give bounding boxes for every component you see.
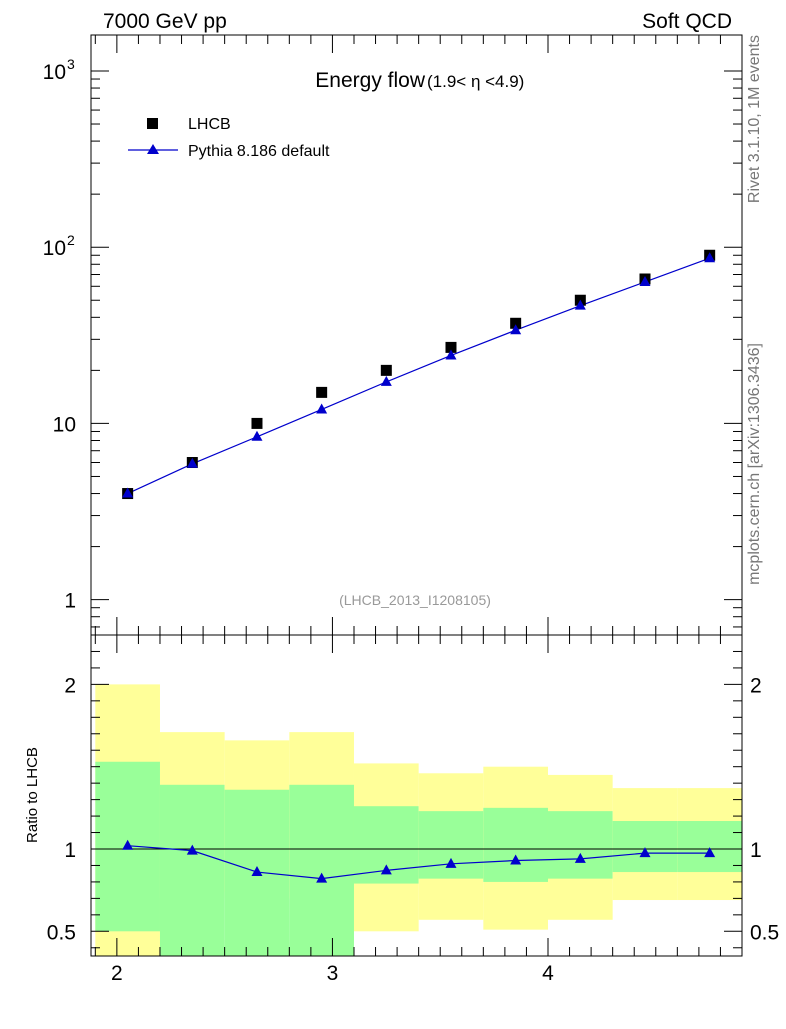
x-tick-label: 4 xyxy=(542,962,554,985)
lhcb-point xyxy=(445,341,457,353)
chart-title-suffix: (1.9< η <4.9) xyxy=(427,72,524,91)
chart-title: Energy flow xyxy=(315,69,426,92)
lhcb-point xyxy=(316,386,328,398)
ratio-y-ticks: 0.5 0.5 1 1 2 2 xyxy=(47,650,779,949)
pythia-point xyxy=(251,430,263,441)
ratio-tick-label-left: 2 xyxy=(64,674,76,697)
x-tick-label: 3 xyxy=(327,962,339,985)
pythia-point xyxy=(316,403,328,414)
inner-band xyxy=(677,821,742,873)
inner-band xyxy=(418,811,484,879)
lhcb-point xyxy=(380,364,392,376)
main-series xyxy=(122,249,716,500)
y-tick-label: 10 xyxy=(53,413,76,436)
pythia-point xyxy=(445,349,457,360)
ratio-point xyxy=(122,839,134,850)
pythia-point xyxy=(510,324,522,335)
ratio-tick-label-left: 1 xyxy=(64,839,76,862)
y-tick-label: 1 xyxy=(64,590,76,613)
ratio-x-ticks: 2 3 4 xyxy=(94,635,743,985)
pythia-point xyxy=(639,275,651,286)
pythia-line xyxy=(127,257,710,495)
ratio-frame xyxy=(90,634,743,957)
pythia-point xyxy=(122,487,134,498)
legend-marker-lhcb xyxy=(147,118,158,129)
inner-band xyxy=(612,821,678,873)
header-right: Soft QCD xyxy=(642,10,732,33)
main-x-ticks xyxy=(94,35,743,635)
ratio-tick-label-left: 0.5 xyxy=(47,921,76,944)
ratio-line xyxy=(127,845,710,880)
legend-marker-pythia xyxy=(147,144,159,154)
ratio-tick-label-right: 2 xyxy=(750,674,762,697)
header-left: 7000 GeV pp xyxy=(103,10,227,33)
ratio-panel: 0.5 0.5 1 1 2 2 2 3 4 Ratio to LHCB xyxy=(24,634,779,985)
y-tick-label-exponent: 3 xyxy=(67,56,75,72)
source-label: mcplots.cern.ch [arXiv:1306.3436] xyxy=(746,343,763,585)
ratio-point xyxy=(445,857,457,868)
inner-band xyxy=(289,784,354,956)
y-tick-label: 10 xyxy=(43,237,66,260)
y-tick-label-exponent: 2 xyxy=(67,232,75,248)
pythia-point xyxy=(186,457,198,468)
inner-band xyxy=(159,784,225,956)
lhcb-point xyxy=(510,317,522,329)
inner-band xyxy=(483,807,548,882)
x-tick-label: 2 xyxy=(111,962,123,985)
analysis-watermark: (LHCB_2013_I1208105) xyxy=(339,592,491,608)
inner-band xyxy=(547,811,613,879)
pythia-point xyxy=(704,252,716,263)
pythia-point xyxy=(380,375,392,386)
legend: LHCB Pythia 8.186 default xyxy=(128,116,330,160)
ratio-point xyxy=(380,864,392,875)
rivet-label: Rivet 3.1.10, 1M events xyxy=(746,35,763,203)
ratio-point xyxy=(186,844,198,855)
ratio-point xyxy=(704,847,716,858)
ratio-point xyxy=(251,866,263,877)
uncertainty-bands xyxy=(95,684,742,956)
y-tick-label: 10 xyxy=(43,61,66,84)
ratio-point xyxy=(510,854,522,865)
ratio-point xyxy=(574,852,586,863)
pythia-point xyxy=(574,299,586,310)
lhcb-point xyxy=(251,417,263,429)
ratio-tick-label-right: 1 xyxy=(750,839,762,862)
ratio-tick-label-right: 0.5 xyxy=(750,921,779,944)
ratio-series xyxy=(122,839,716,883)
ratio-point xyxy=(639,847,651,858)
legend-label-pythia: Pythia 8.186 default xyxy=(188,143,330,160)
legend-label-lhcb: LHCB xyxy=(188,116,231,133)
main-y-ticks xyxy=(91,70,742,628)
ratio-y-axis-label: Ratio to LHCB xyxy=(24,747,41,843)
ratio-point xyxy=(316,872,328,883)
